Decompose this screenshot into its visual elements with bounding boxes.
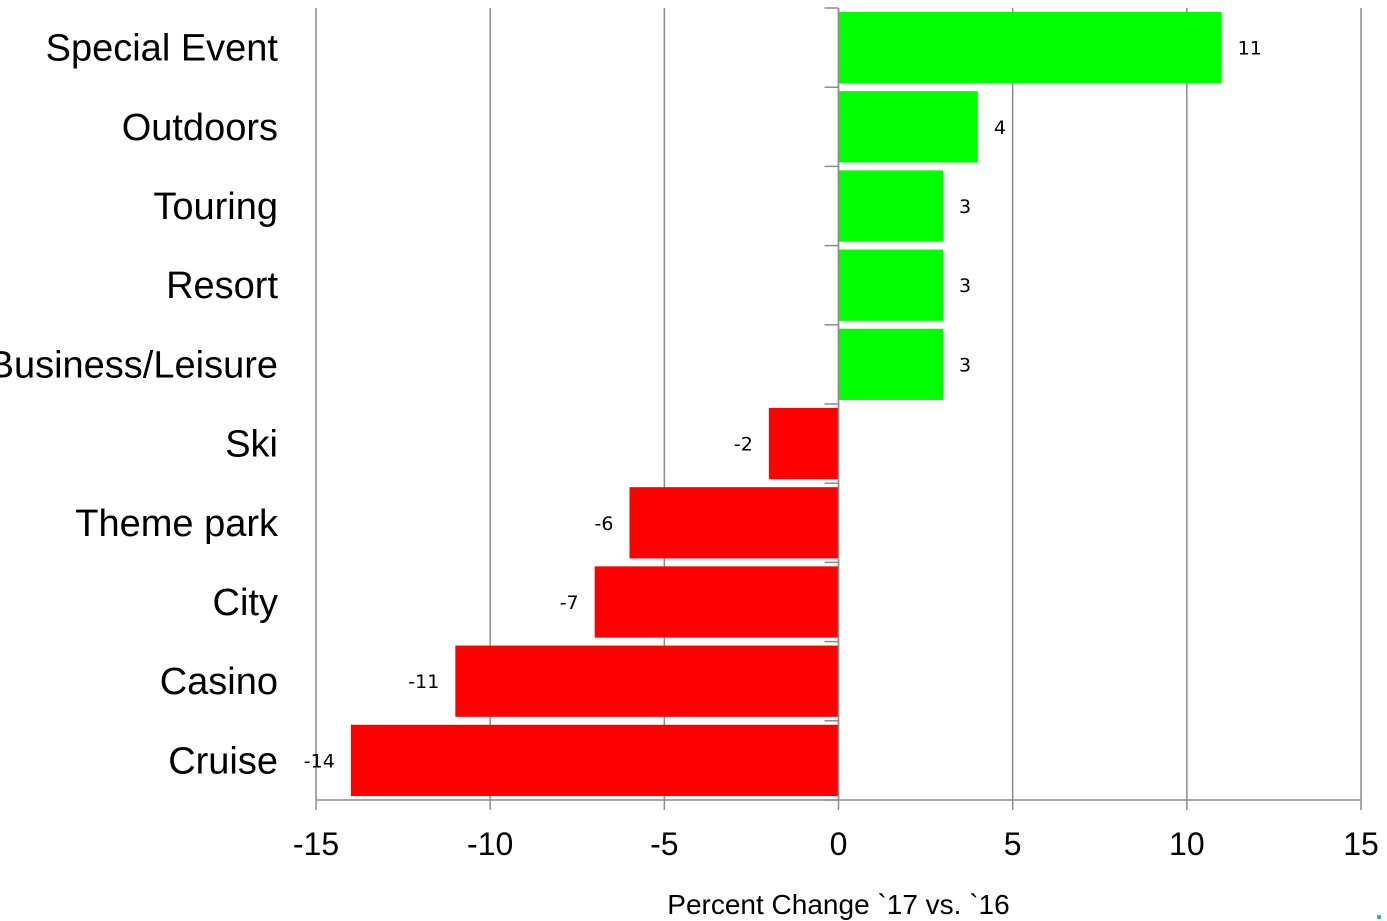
- category-label-2: Touring: [153, 186, 278, 228]
- data-label-3: 3: [959, 275, 971, 297]
- x-tick-label-6: 15: [1343, 826, 1379, 862]
- bar-5: [768, 407, 839, 480]
- bar-0: [838, 11, 1222, 84]
- x-tick-label-2: -5: [650, 826, 678, 862]
- bar-8: [455, 645, 839, 717]
- axes: [315, 7, 1362, 810]
- data-label-0: 11: [1238, 38, 1262, 60]
- data-label-5: -2: [734, 434, 753, 456]
- corner-dot-icon: [1377, 915, 1381, 919]
- x-tick-label-5: 10: [1169, 826, 1205, 862]
- data-label-6: -6: [595, 513, 614, 535]
- category-label-3: Resort: [166, 265, 278, 307]
- data-label-9: -14: [304, 750, 335, 772]
- x-tick-label-3: 0: [830, 826, 848, 862]
- bar-6: [629, 487, 839, 559]
- category-label-1: Outdoors: [122, 107, 278, 149]
- bar-1: [838, 91, 978, 163]
- category-label-4: Business/Leisure: [0, 344, 278, 386]
- x-tick-label-1: -10: [467, 826, 513, 862]
- bar-7: [594, 566, 839, 638]
- category-label-9: Cruise: [168, 740, 278, 782]
- data-label-1: 4: [994, 117, 1006, 139]
- data-label-8: -11: [408, 671, 439, 693]
- data-label-2: 3: [959, 196, 971, 218]
- x-axis-title: Percent Change `17 vs. `16: [667, 889, 1009, 920]
- bar-4: [838, 328, 943, 401]
- bars: [350, 11, 1222, 797]
- bar-3: [838, 249, 943, 321]
- x-tick-label-0: -15: [293, 826, 339, 862]
- bar-2: [838, 170, 943, 242]
- labels: 11 Special Event 4 Outdoors 3 Touring 3 Resort 3…: [0, 28, 1379, 862]
- category-label-6: Theme park: [75, 503, 279, 545]
- category-label-0: Special Event: [46, 28, 279, 70]
- data-label-7: -7: [560, 592, 579, 614]
- x-tick-label-4: 5: [1004, 826, 1022, 862]
- bar-9: [350, 724, 839, 797]
- category-label-5: Ski: [225, 424, 278, 466]
- category-label-7: City: [213, 582, 278, 624]
- category-label-8: Casino: [160, 661, 278, 703]
- data-label-4: 3: [959, 354, 971, 376]
